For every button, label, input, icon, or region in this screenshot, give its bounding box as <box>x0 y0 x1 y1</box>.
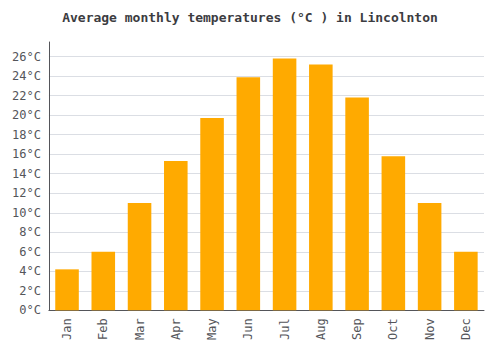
svg-text:6°C: 6°C <box>19 245 41 259</box>
svg-text:Jun: Jun <box>241 318 255 340</box>
svg-text:4°C: 4°C <box>19 264 41 278</box>
svg-text:0°C: 0°C <box>19 303 41 317</box>
svg-text:14°C: 14°C <box>12 167 41 181</box>
svg-text:18°C: 18°C <box>12 128 41 142</box>
svg-text:Nov: Nov <box>423 318 437 340</box>
svg-text:May: May <box>205 318 219 340</box>
svg-text:16°C: 16°C <box>12 147 41 161</box>
svg-text:Apr: Apr <box>169 318 183 340</box>
svg-text:Feb: Feb <box>96 318 110 340</box>
svg-text:Oct: Oct <box>386 318 400 340</box>
svg-text:12°C: 12°C <box>12 186 41 200</box>
svg-text:Average monthly temperatures (: Average monthly temperatures (°C ) in Li… <box>62 10 438 25</box>
svg-text:Aug: Aug <box>314 318 328 340</box>
svg-text:8°C: 8°C <box>19 225 41 239</box>
svg-text:Mar: Mar <box>133 318 147 340</box>
svg-text:Jan: Jan <box>60 318 74 340</box>
svg-text:24°C: 24°C <box>12 69 41 83</box>
svg-text:26°C: 26°C <box>12 50 41 64</box>
svg-text:22°C: 22°C <box>12 89 41 103</box>
svg-text:Jul: Jul <box>278 318 292 340</box>
svg-text:2°C: 2°C <box>19 284 41 298</box>
svg-text:Dec: Dec <box>459 318 473 340</box>
svg-text:10°C: 10°C <box>12 206 41 220</box>
svg-text:Sep: Sep <box>350 318 364 340</box>
svg-text:20°C: 20°C <box>12 108 41 122</box>
